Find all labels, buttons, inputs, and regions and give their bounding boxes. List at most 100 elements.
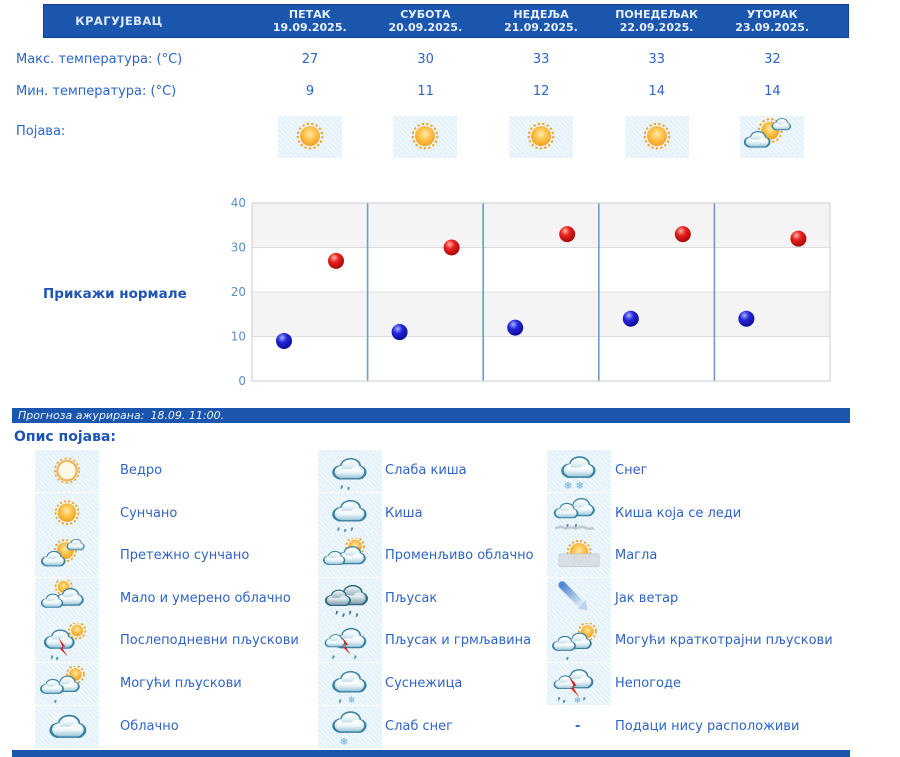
light-rain-icon: ,, <box>332 457 367 490</box>
sunny-icon <box>296 122 324 150</box>
legend-item-label: Слаб снег <box>385 718 453 734</box>
svg-text:,: , <box>343 521 347 532</box>
legend-icon-box: ,, <box>318 620 382 663</box>
min-temp-value: 14 <box>648 84 666 99</box>
legend-item-label: Могући краткотрајни пљускови <box>615 633 833 649</box>
legend-icon-box: , ❄ <box>318 663 382 705</box>
svg-text:,: , <box>353 647 357 660</box>
min-temp-value: 14 <box>764 84 781 99</box>
phenomena-icon-box <box>277 116 342 158</box>
phenomena-label: Појава: <box>16 124 66 139</box>
legend-icon-box: ❄ ❄ <box>547 450 611 492</box>
max-temp-value: 33 <box>648 52 666 67</box>
legend-title: Опис појава: <box>14 429 116 445</box>
svg-text:,: , <box>55 649 59 660</box>
day-date: 22.09.2025. <box>619 21 694 34</box>
heavy-shower-icon: ,,,, <box>324 585 368 618</box>
day-date: 23.09.2025. <box>735 21 810 34</box>
day-header: НЕДЕЉА 21.09.2025. <box>483 5 599 37</box>
svg-text:,: , <box>335 603 339 616</box>
day-name: НЕДЕЉА <box>513 8 569 21</box>
cloudy-icon <box>49 714 87 739</box>
legend-item-label: Могући пљускови <box>120 676 242 691</box>
svg-text:❄: ❄ <box>348 695 356 703</box>
day-header: УТОРАК 23.09.2025. <box>714 5 830 37</box>
svg-text:,: , <box>337 520 341 533</box>
legend-icon-box: ,, <box>318 450 382 492</box>
legend-icon-box: ,,,, <box>318 577 382 620</box>
day-name: УТОРАК <box>746 8 798 21</box>
legend-item-label: Непогоде <box>615 676 681 691</box>
svg-text:30: 30 <box>231 241 246 255</box>
day-date: 19.09.2025. <box>272 21 347 34</box>
max-temp-value: 30 <box>417 52 434 67</box>
legend-icon-box <box>35 450 99 492</box>
legend-item-label: Суснежица <box>385 676 463 691</box>
sunny-icon <box>412 122 439 150</box>
svg-text:,: , <box>340 477 344 490</box>
freezing-rain-icon: ,, <box>553 498 595 531</box>
legend-icon-box: , <box>547 620 611 663</box>
svg-text:,: , <box>347 479 351 490</box>
legend-item-label: Слаба киша <box>385 463 467 478</box>
max-temp-label: Макс. температура: (°C) <box>16 52 183 67</box>
sunny-icon <box>643 122 670 150</box>
snow-icon: ❄ ❄ <box>561 455 596 490</box>
legend-item-label: Претежно сунчано <box>120 548 250 564</box>
legend-icon-box: ,, <box>547 492 611 535</box>
svg-text:,: , <box>332 647 336 660</box>
show-normals-link[interactable]: Прикажи нормале <box>43 286 187 302</box>
city-name: КРАГУЈЕВАЦ <box>75 14 163 28</box>
min-temp-value: 11 <box>417 84 434 99</box>
legend-icon-box <box>35 492 99 535</box>
legend-icon-box <box>35 705 99 748</box>
legend-item-label: Облачно <box>120 718 179 734</box>
svg-text:❄: ❄ <box>340 737 348 745</box>
svg-text:,: , <box>50 647 54 660</box>
legend-icon-box <box>35 577 99 620</box>
legend-item-label: Послеподневни пљускови <box>120 633 299 649</box>
svg-text:❄: ❄ <box>574 695 581 703</box>
min-temp-value: 12 <box>532 84 550 99</box>
possible-showers-icon: , <box>40 665 85 703</box>
svg-text:,: , <box>338 691 342 703</box>
svg-text:0: 0 <box>238 374 246 388</box>
forecast-updated-time: 18.09. 11:00. <box>150 409 225 422</box>
svg-text:,: , <box>582 688 586 701</box>
phenomena-icon-box <box>393 116 458 158</box>
legend-item-label: Пљусак и грмљавина <box>385 633 532 649</box>
svg-text:,: , <box>557 688 561 701</box>
day-date: 21.09.2025. <box>504 21 578 34</box>
svg-text:,: , <box>574 516 578 529</box>
legend-item-label: Пљусак <box>385 590 438 606</box>
afternoon-showers-icon: ,, <box>43 622 87 660</box>
legend-item-label: Мало и умерено облачно <box>120 590 291 606</box>
svg-text:,: , <box>350 520 354 533</box>
temperature-chart: 0 10 20 30 40 <box>231 196 831 388</box>
legend-item-label: Променљиво облачно <box>385 548 534 564</box>
legend-icon-box <box>35 535 99 578</box>
day-header: СУБОТА 20.09.2025. <box>368 5 484 37</box>
svg-text:❄: ❄ <box>576 481 584 490</box>
legend-item-label: Магла <box>615 548 658 564</box>
legend-icon-box: ,, ❄, <box>547 663 611 705</box>
forecast-updated-label: Прогноза ажурирана: <box>18 409 145 422</box>
forecast-updated-bar: Прогноза ажурирана: 18.09. 11:00. <box>12 408 850 423</box>
possible-brief-showers-icon: , <box>552 622 597 660</box>
legend-item-label: Снег <box>615 463 648 478</box>
legend-icon-box: ,,, <box>318 492 382 535</box>
legend-item-label: Подаци нису расположиви <box>615 718 800 734</box>
legend-icon-box <box>547 577 611 620</box>
legend-item-label: Сунчано <box>120 505 178 521</box>
svg-text:,: , <box>348 603 352 616</box>
shower-thunder-icon: ,, <box>324 627 367 660</box>
day-header: ПОНЕДЕЉАК 22.09.2025. <box>599 5 715 37</box>
phenomena-icon-box <box>740 116 805 158</box>
svg-text:,: , <box>355 606 359 618</box>
rain-icon: ,,, <box>332 500 367 533</box>
sunny-icon <box>54 500 80 526</box>
day-date: 20.09.2025. <box>388 21 463 34</box>
light-snow-icon: ❄ <box>332 711 367 745</box>
svg-text:10: 10 <box>231 330 246 344</box>
legend-icon-box: ❄ <box>318 705 382 748</box>
